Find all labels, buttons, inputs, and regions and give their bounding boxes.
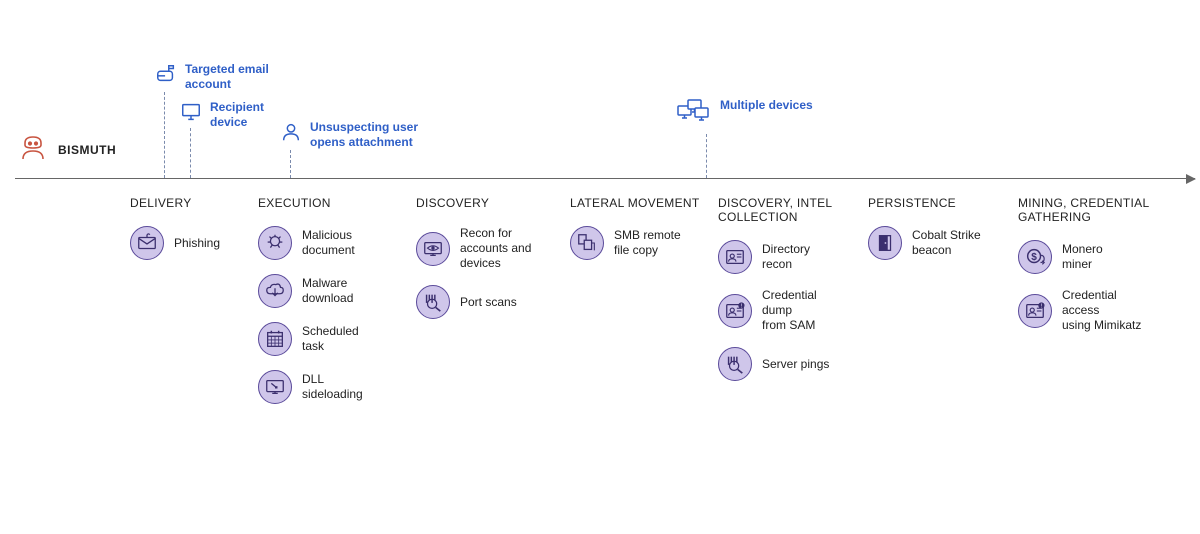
devices-icon bbox=[672, 98, 712, 125]
stage-intel: DISCOVERY, INTEL COLLECTION Directory re… bbox=[718, 196, 832, 381]
annotation-label: Targeted email account bbox=[185, 62, 269, 92]
credential-dump-icon bbox=[1018, 294, 1052, 328]
port-scan-icon bbox=[416, 285, 450, 319]
stage-item: Port scans bbox=[416, 285, 531, 319]
annotation-label: Recipient device bbox=[210, 100, 264, 130]
stage-item: Server pings bbox=[718, 347, 832, 381]
beacon-door-icon bbox=[868, 226, 902, 260]
stage-item: Malware download bbox=[258, 274, 363, 308]
annotation-a4: Multiple devices bbox=[672, 98, 813, 125]
item-label: Port scans bbox=[460, 295, 517, 310]
stage-item: Credential access using Mimikatz bbox=[1018, 288, 1149, 333]
stage-title: EXECUTION bbox=[258, 196, 363, 210]
cloud-download-icon bbox=[258, 274, 292, 308]
stage-item: Monero miner bbox=[1018, 240, 1149, 274]
recon-eye-icon bbox=[416, 232, 450, 266]
stage-item: Directory recon bbox=[718, 240, 832, 274]
stage-title: DELIVERY bbox=[130, 196, 220, 210]
annotation-connector bbox=[290, 150, 291, 178]
item-label: Server pings bbox=[762, 357, 829, 372]
timeline-arrow bbox=[15, 178, 1195, 179]
credential-dump-icon bbox=[718, 294, 752, 328]
stage-persistence: PERSISTENCE Cobalt Strike beacon bbox=[868, 196, 981, 260]
item-label: Scheduled task bbox=[302, 324, 359, 354]
monitor-icon bbox=[180, 100, 202, 127]
item-label: Directory recon bbox=[762, 242, 810, 272]
annotation-connector bbox=[190, 128, 191, 178]
item-label: Credential dump from SAM bbox=[762, 288, 817, 333]
annotation-label: Multiple devices bbox=[720, 98, 813, 113]
annotation-a2: Recipient device bbox=[180, 100, 264, 130]
item-label: Recon for accounts and devices bbox=[460, 226, 531, 271]
item-label: Malicious document bbox=[302, 228, 355, 258]
dll-sideloading-icon bbox=[258, 370, 292, 404]
item-label: Monero miner bbox=[1062, 242, 1103, 272]
monero-icon bbox=[1018, 240, 1052, 274]
stage-mining: MINING, CREDENTIAL GATHERING Monero mine… bbox=[1018, 196, 1149, 333]
smb-copy-icon bbox=[570, 226, 604, 260]
item-label: Phishing bbox=[174, 236, 220, 251]
phishing-icon bbox=[130, 226, 164, 260]
stage-item: SMB remote file copy bbox=[570, 226, 700, 260]
annotation-label: Unsuspecting user opens attachment bbox=[310, 120, 418, 150]
annotation-connector bbox=[164, 92, 165, 178]
stage-delivery: DELIVERY Phishing bbox=[130, 196, 220, 260]
annotation-connector bbox=[706, 134, 707, 178]
stage-item: DLL sideloading bbox=[258, 370, 363, 404]
user-icon bbox=[280, 120, 302, 147]
stage-item: Malicious document bbox=[258, 226, 363, 260]
annotation-a3: Unsuspecting user opens attachment bbox=[280, 120, 418, 150]
mailbox-icon bbox=[155, 62, 177, 89]
malicious-doc-icon bbox=[258, 226, 292, 260]
item-label: DLL sideloading bbox=[302, 372, 363, 402]
scheduled-task-icon bbox=[258, 322, 292, 356]
item-label: SMB remote file copy bbox=[614, 228, 681, 258]
item-label: Malware download bbox=[302, 276, 353, 306]
port-scan-icon bbox=[718, 347, 752, 381]
stage-lateral: LATERAL MOVEMENT SMB remote file copy bbox=[570, 196, 700, 260]
item-label: Cobalt Strike beacon bbox=[912, 228, 981, 258]
stage-title: PERSISTENCE bbox=[868, 196, 981, 210]
actor-block: BISMUTH bbox=[18, 132, 116, 167]
stage-title: DISCOVERY, INTEL COLLECTION bbox=[718, 196, 832, 224]
stage-discovery: DISCOVERY Recon for accounts and devices… bbox=[416, 196, 531, 319]
actor-name: BISMUTH bbox=[58, 143, 116, 157]
stage-item: Recon for accounts and devices bbox=[416, 226, 531, 271]
stage-execution: EXECUTION Malicious document Malware dow… bbox=[258, 196, 363, 404]
stage-title: LATERAL MOVEMENT bbox=[570, 196, 700, 210]
stage-title: MINING, CREDENTIAL GATHERING bbox=[1018, 196, 1149, 224]
directory-recon-icon bbox=[718, 240, 752, 274]
threat-actor-icon bbox=[18, 132, 48, 167]
stage-item: Credential dump from SAM bbox=[718, 288, 832, 333]
stage-item: Phishing bbox=[130, 226, 220, 260]
annotation-a1: Targeted email account bbox=[155, 62, 269, 92]
stage-title: DISCOVERY bbox=[416, 196, 531, 210]
stage-item: Cobalt Strike beacon bbox=[868, 226, 981, 260]
stage-item: Scheduled task bbox=[258, 322, 363, 356]
item-label: Credential access using Mimikatz bbox=[1062, 288, 1141, 333]
